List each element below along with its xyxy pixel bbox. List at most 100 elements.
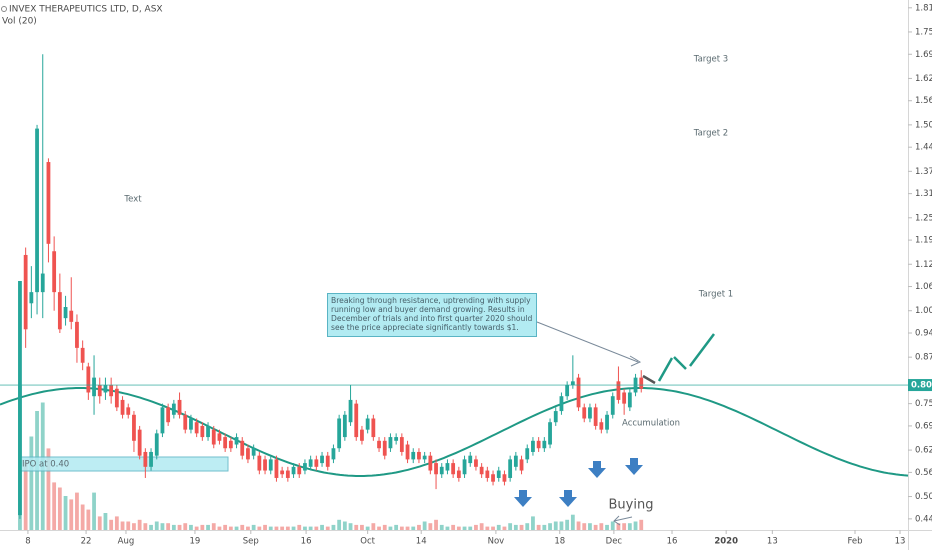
volume-bar [154, 521, 159, 530]
candle-body [206, 425, 210, 438]
candle-body [217, 433, 222, 441]
candle-body [531, 440, 535, 452]
volume-bar [120, 521, 125, 530]
candle-body [434, 463, 438, 475]
candle-body [246, 448, 250, 460]
candle-body [610, 396, 615, 415]
y-tick-label: 1.565 [915, 96, 932, 106]
volume-bar [588, 523, 592, 530]
last-price-label: 0.800 [911, 381, 932, 391]
candle-body [428, 455, 433, 471]
candle-body [542, 440, 547, 449]
volume-bar [274, 526, 279, 530]
candle-body [57, 292, 62, 330]
candle-body [622, 392, 627, 404]
volume-bar [183, 523, 188, 530]
candle-body [40, 273, 45, 293]
candle-body [120, 399, 125, 415]
candle-body [371, 418, 376, 438]
candle-body [63, 306, 68, 319]
ipo-label: IPO at 0.40 [22, 460, 69, 470]
volume-bar [320, 524, 324, 530]
annotation: Target 3 [693, 55, 728, 65]
candle-body [69, 310, 74, 322]
candle-body [348, 399, 353, 423]
candle-body [588, 407, 592, 419]
x-tick-label: 8 [25, 537, 30, 547]
candle-body [593, 407, 598, 426]
y-tick-label: 0.875 [915, 353, 932, 363]
volume-bar [536, 524, 541, 530]
volume-bar [280, 526, 285, 530]
volume-bar [211, 523, 216, 530]
candle-body [137, 429, 142, 456]
candle-body [285, 470, 290, 478]
candle-body [342, 414, 347, 438]
volume-bar [399, 526, 404, 530]
x-tick-label: 18 [554, 537, 565, 547]
volume-bar [63, 496, 68, 530]
candle-body [149, 451, 153, 467]
volume-bar [160, 523, 165, 530]
symbol-icon [1, 6, 7, 12]
volume-bar [23, 462, 28, 530]
candle-body [382, 440, 387, 456]
x-tick-label: Aug [118, 537, 135, 547]
volume-bar [570, 514, 575, 530]
y-tick-label: 1.000 [915, 306, 932, 316]
candle-body [456, 470, 461, 478]
candle-body [496, 470, 501, 478]
volume-bar [610, 521, 615, 530]
last-price-tag [908, 379, 932, 392]
volume-bar [337, 519, 342, 530]
projection-start [642, 374, 656, 385]
volume-bar [137, 519, 142, 530]
volume-bar [627, 523, 632, 530]
volume-bar [206, 524, 210, 530]
candle-body [422, 455, 427, 460]
candle-body [627, 392, 632, 408]
volume-bar [92, 492, 96, 530]
volume-bar [52, 482, 57, 530]
y-tick-label: 0.750 [915, 399, 932, 409]
candle-body [548, 422, 552, 445]
volume-bar [69, 499, 74, 530]
candle-body [109, 385, 114, 397]
volume-bar [314, 526, 319, 530]
candle-body [417, 451, 421, 460]
volume-bar [171, 524, 176, 530]
candle-body [360, 429, 364, 441]
volume-bar [331, 524, 336, 530]
candle-body [46, 162, 51, 244]
annotation: Target 1 [698, 290, 733, 300]
candle-body [291, 466, 296, 475]
candle-body [605, 414, 609, 430]
candles-layer [18, 54, 644, 519]
volume-bar [491, 526, 495, 530]
y-tick-label: 0.565 [915, 468, 932, 478]
candle-body [234, 437, 239, 445]
volume-bar [29, 436, 34, 530]
volume-bar [251, 524, 256, 530]
volume-bar [303, 526, 307, 530]
candle-body [126, 407, 131, 415]
arrow [514, 490, 532, 507]
candle-body [75, 321, 79, 348]
annotation: Target 2 [693, 129, 728, 139]
volume-bar [502, 526, 507, 530]
volume-bar [582, 523, 587, 530]
candle-body [536, 440, 541, 449]
y-tick-label: 1.250 [915, 213, 932, 223]
candle-body [451, 463, 456, 475]
y-tick-label: 0.690 [915, 421, 932, 431]
candle-body [519, 459, 524, 471]
volume-bar [234, 526, 239, 530]
volume-bar [263, 524, 267, 530]
buying-pointer [613, 515, 633, 526]
y-tick-label: 0.625 [915, 446, 932, 456]
volume-bar [109, 519, 114, 530]
volume-bar [126, 521, 131, 530]
candle-body [445, 463, 450, 471]
candle-body [365, 418, 370, 430]
